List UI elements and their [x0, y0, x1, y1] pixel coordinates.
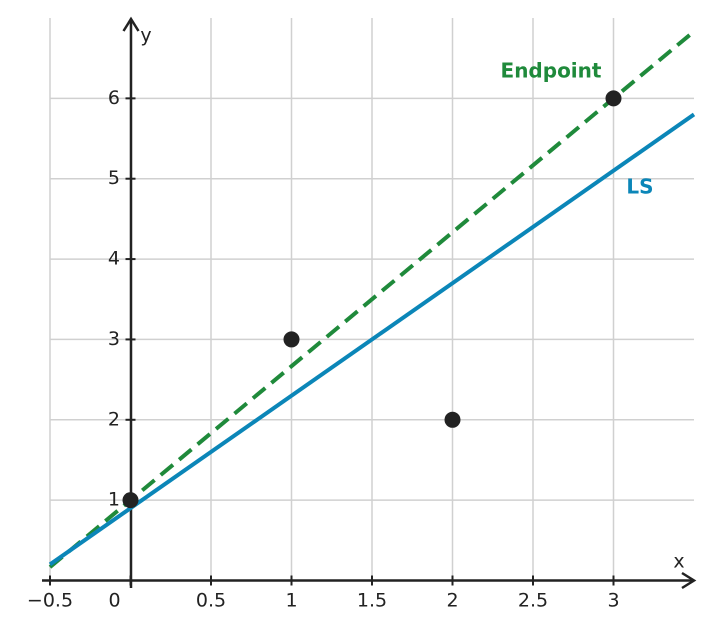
x-tick-label: 1.5 — [357, 590, 387, 612]
x-axis-label: x — [673, 551, 684, 573]
y-tick-label: 4 — [108, 248, 120, 270]
line-label: Endpoint — [501, 59, 602, 83]
x-tick-label: 2 — [446, 590, 458, 612]
y-axis-arrow — [122, 16, 140, 32]
point — [122, 492, 139, 509]
y-tick-label: 1 — [108, 489, 120, 511]
x-tick-label: −0.5 — [27, 590, 73, 612]
y-axis-label: y — [140, 25, 151, 47]
point — [444, 411, 461, 428]
y-tick-label: 3 — [108, 328, 120, 350]
x-axis-arrow — [681, 571, 697, 590]
line — [48, 112, 696, 567]
y-tick-label: 2 — [108, 408, 120, 430]
x-tick-label: 3 — [607, 590, 619, 612]
y-tick-label: 5 — [108, 167, 120, 189]
point — [283, 331, 300, 348]
line — [48, 29, 696, 569]
x-tick-label: 0 — [108, 590, 120, 612]
line-label: LS — [626, 175, 653, 199]
x-tick-label: 0.5 — [196, 590, 226, 612]
x-tick-label: 1 — [285, 590, 297, 612]
y-tick-label: 6 — [108, 87, 120, 109]
x-tick-label: 2.5 — [518, 590, 548, 612]
point — [605, 90, 622, 107]
